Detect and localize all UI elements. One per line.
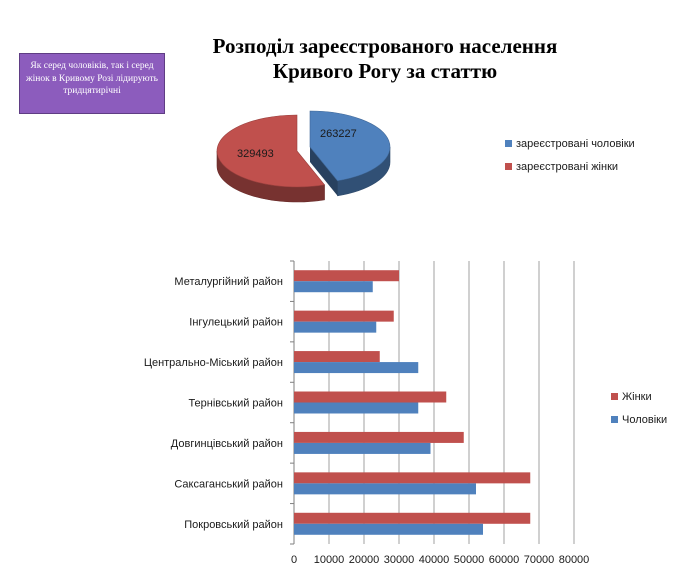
bar-men <box>294 321 377 333</box>
bar-men <box>294 442 431 454</box>
bar-chart: Покровський район Саксаганський район Довг… <box>144 260 590 566</box>
pie-legend-label-men: зареєстровані чоловіки <box>516 138 635 150</box>
category-label: Металургійний район <box>174 276 283 288</box>
pie-legend: зареєстровані чоловіки зареєстровані жінк… <box>505 138 635 173</box>
bar-women <box>294 512 531 524</box>
annotation-note: Як серед чоловіків, так і серед жінок в … <box>19 53 165 114</box>
pie-slice-men-cut <box>310 147 338 196</box>
x-tick-label: 40000 <box>419 554 450 566</box>
pie-data-label-women: 329493 <box>237 148 274 160</box>
bar-legend-swatch-women <box>611 393 618 400</box>
pie-slice-women <box>216 114 326 203</box>
pie-data-label-men: 263227 <box>320 128 357 140</box>
x-tick-label: 0 <box>291 554 297 566</box>
x-tick-label: 10000 <box>314 554 345 566</box>
bar-men <box>294 402 419 414</box>
bar-women <box>294 472 531 484</box>
category-label: Тернівський район <box>188 398 283 410</box>
pie-slice-men-top <box>309 110 391 182</box>
category-label: Покровський район <box>184 519 283 531</box>
pie-slice-men <box>309 110 391 197</box>
pie-legend-label-women: зареєстровані жінки <box>516 161 618 173</box>
category-label: Довгинцівський район <box>171 438 283 450</box>
bar-legend-swatch-men <box>611 416 618 423</box>
bar-men <box>294 483 476 495</box>
bar-legend: Жінки Чоловіки <box>611 391 667 426</box>
bar-legend-label-men: Чоловіки <box>622 414 667 426</box>
bar-women <box>294 391 447 403</box>
chart-title: Розподіл зареєстрованого населення Криво… <box>150 34 620 84</box>
x-tick-label: 30000 <box>384 554 415 566</box>
chart-title-line-1: Розподіл зареєстрованого населення <box>212 34 558 58</box>
bar-women <box>294 270 399 282</box>
bar-women <box>294 431 464 443</box>
bar-men <box>294 281 373 293</box>
bar-men <box>294 523 483 535</box>
x-tick-label: 80000 <box>559 554 590 566</box>
chart-title-line-2: Кривого Рогу за статтю <box>272 59 498 83</box>
category-label: Саксаганський район <box>174 478 283 490</box>
pie-legend-swatch-women <box>505 163 512 170</box>
pie-chart: 263227 329493 <box>216 110 391 203</box>
x-tick-label: 20000 <box>349 554 380 566</box>
bar-men <box>294 362 419 374</box>
pie-legend-swatch-men <box>505 140 512 147</box>
bar-women <box>294 351 380 363</box>
category-label: Центрально-Міський район <box>144 357 283 369</box>
x-tick-label: 70000 <box>524 554 555 566</box>
x-tick-label: 60000 <box>489 554 520 566</box>
x-tick-label: 50000 <box>454 554 485 566</box>
bar-legend-label-women: Жінки <box>622 391 652 403</box>
bar-women <box>294 310 394 322</box>
category-label: Інгулецький район <box>189 317 283 329</box>
pie-slice-women-top <box>216 114 326 188</box>
